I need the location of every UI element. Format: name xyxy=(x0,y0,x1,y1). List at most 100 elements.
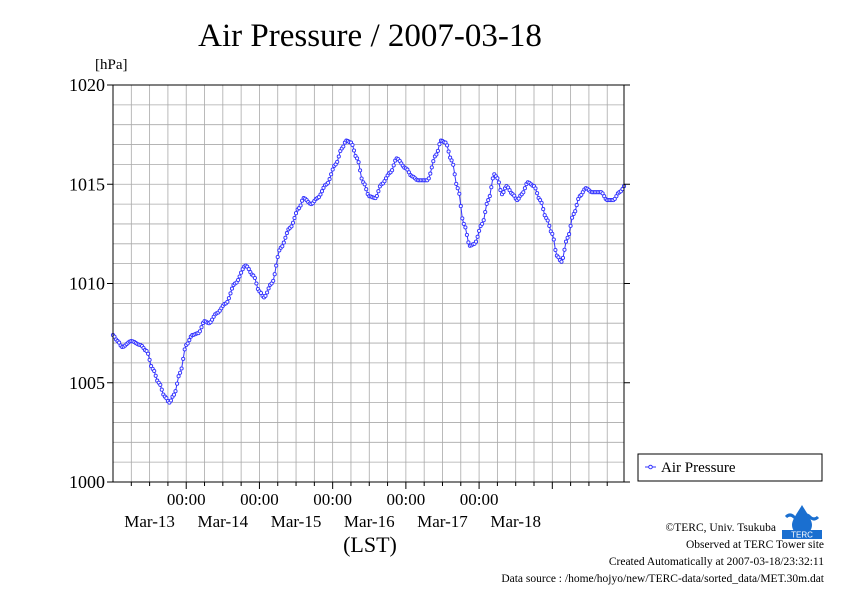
data-point xyxy=(176,374,181,379)
data-point xyxy=(350,142,355,148)
x-tick-labels: 00:00 00:00 00:00 00:00 00:00 Mar-13 Mar-14 Mar… xyxy=(124,490,541,531)
data-point xyxy=(236,277,241,283)
data-point xyxy=(159,387,164,392)
data-point xyxy=(390,168,395,173)
data-point xyxy=(454,181,459,186)
data-point xyxy=(570,215,575,220)
data-point xyxy=(356,160,361,165)
x-tick-time-label: 00:00 xyxy=(240,490,279,509)
chart-title: Air Pressure / 2007-03-18 xyxy=(198,18,542,54)
x-tick-date-label: Mar-17 xyxy=(417,512,468,531)
x-tick-time-label: 00:00 xyxy=(387,490,426,509)
data-point xyxy=(522,186,527,191)
data-point xyxy=(330,167,335,172)
x-tick-date-label: Mar-15 xyxy=(271,512,322,531)
data-point xyxy=(187,338,192,343)
data-point xyxy=(391,163,396,168)
data-point xyxy=(521,190,526,195)
data-point xyxy=(446,149,451,154)
legend-box xyxy=(637,453,823,482)
data-point xyxy=(559,259,564,264)
data-point xyxy=(199,325,204,330)
data-point xyxy=(283,235,288,240)
y-tick-label: 1020 xyxy=(69,75,105,95)
data-point xyxy=(271,278,276,283)
data-point xyxy=(185,341,190,346)
data-point xyxy=(197,329,202,334)
footer-created: Created Automatically at 2007-03-18/23:3… xyxy=(608,556,824,568)
data-point xyxy=(289,224,294,229)
data-point xyxy=(263,293,268,298)
data-point xyxy=(237,274,242,279)
x-tick-date-label: Mar-18 xyxy=(490,512,541,531)
data-point xyxy=(226,296,231,301)
axis-ticks xyxy=(107,84,630,489)
x-tick-time-label: 00:00 xyxy=(460,490,499,509)
terc-logo: TERC xyxy=(782,503,822,544)
data-point xyxy=(266,286,271,291)
data-point xyxy=(458,204,463,209)
data-point xyxy=(254,281,259,286)
data-point xyxy=(565,235,570,240)
data-point xyxy=(290,220,296,225)
data-point xyxy=(473,239,479,244)
x-tick-date-label: Mar-13 xyxy=(124,512,175,531)
data-point xyxy=(341,144,346,149)
data-point xyxy=(239,270,244,275)
y-unit-label: [hPa] xyxy=(95,57,128,73)
footer-observed: Observed at TERC Tower site xyxy=(685,539,824,551)
data-point xyxy=(437,142,442,147)
data-point xyxy=(563,239,569,244)
data-point xyxy=(229,286,235,291)
data-point xyxy=(329,172,334,177)
data-point xyxy=(434,152,439,157)
data-point xyxy=(327,177,332,182)
logo-text: TERC xyxy=(791,531,813,540)
data-point xyxy=(484,201,489,206)
data-point xyxy=(429,165,434,170)
data-point xyxy=(539,200,544,205)
data-point xyxy=(451,162,456,167)
data-point xyxy=(152,368,157,374)
data-point xyxy=(545,218,550,223)
data-point xyxy=(498,188,503,193)
legend-label: Air Pressure xyxy=(661,460,736,476)
data-point xyxy=(466,240,471,245)
data-point xyxy=(501,190,506,195)
data-point xyxy=(335,159,340,164)
x-tick-time-label: 00:00 xyxy=(313,490,352,509)
data-point xyxy=(460,216,465,221)
data-point xyxy=(489,185,494,190)
data-point xyxy=(336,154,341,159)
data-point xyxy=(481,218,486,223)
data-point xyxy=(168,398,174,403)
data-point xyxy=(147,357,152,362)
data-point xyxy=(463,225,468,230)
footer-copyright: ©TERC, Univ. Tsukuba xyxy=(665,522,776,534)
data-point xyxy=(374,193,379,199)
data-point xyxy=(496,180,501,185)
data-point xyxy=(455,186,460,191)
data-point xyxy=(551,237,556,242)
data-point xyxy=(181,356,186,361)
data-point xyxy=(292,215,297,221)
data-point xyxy=(182,347,187,352)
data-point xyxy=(483,209,488,215)
data-point xyxy=(376,189,381,194)
data-point xyxy=(171,392,177,397)
data-point xyxy=(318,192,323,197)
data-point xyxy=(480,221,485,226)
data-point xyxy=(445,143,450,148)
x-tick-date-label: Mar-16 xyxy=(344,512,395,531)
data-point xyxy=(265,290,270,295)
data-point xyxy=(146,351,151,356)
x-axis-label: (LST) xyxy=(343,532,397,557)
data-point xyxy=(428,171,433,176)
data-point xyxy=(550,231,555,236)
data-point xyxy=(179,366,184,371)
data-point xyxy=(457,191,462,196)
x-tick-date-label: Mar-14 xyxy=(197,512,248,531)
data-point xyxy=(272,272,277,277)
data-point xyxy=(228,291,233,296)
